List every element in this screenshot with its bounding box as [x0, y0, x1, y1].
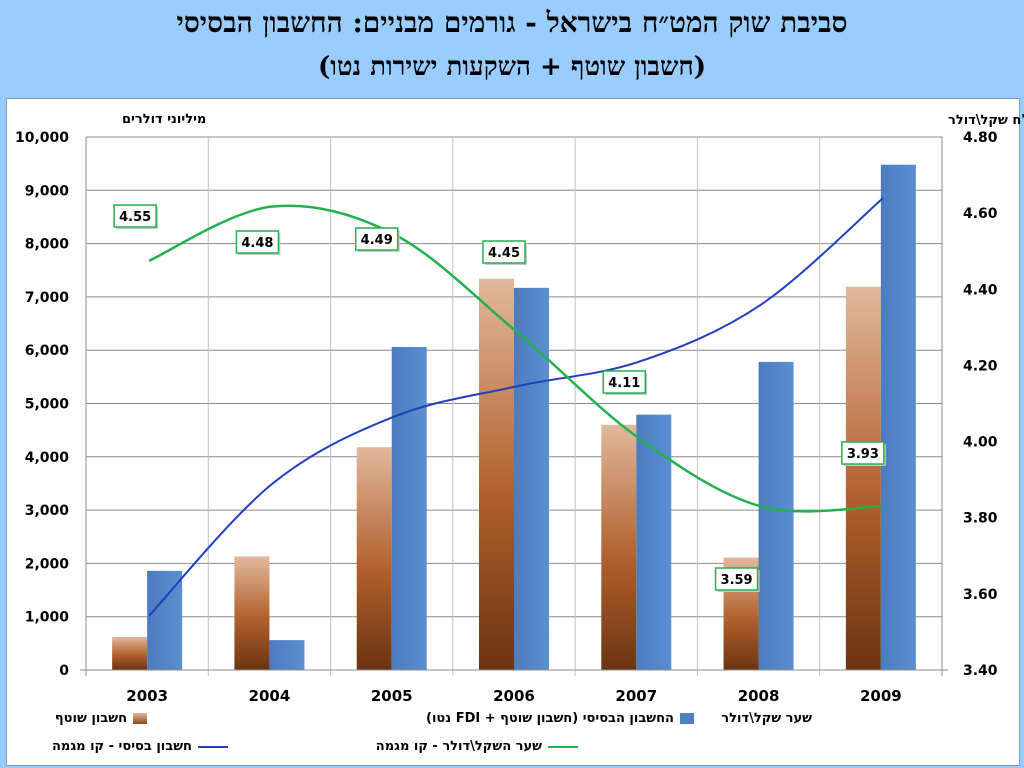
legend-rate-trend: שער השקל\דולר - קו מגמה: [376, 739, 578, 754]
bar-basic-account: [269, 640, 305, 670]
left-tick-label: 2,000: [25, 556, 70, 572]
legend-label: החשבון הבסיסי (חשבון שוטף + FDI נטו): [426, 711, 674, 726]
left-tick-label: 5,000: [25, 397, 70, 413]
rate-label: 4.45: [488, 246, 520, 261]
bar-basic-account: [880, 164, 916, 670]
right-axis-title: שע"ח שקל\דולר: [948, 113, 1024, 128]
x-tick-label: 2005: [371, 687, 413, 705]
rate-label-box: [714, 567, 759, 591]
rate-label-box: [113, 204, 157, 228]
rate-label: 4.48: [241, 236, 273, 251]
bar-current-account: [112, 636, 148, 670]
axes: 0 1,000 2,000 3,000 4,000 5,000 6,000 7,000 8,00…: [15, 130, 998, 705]
right-tick-label: 3.40: [963, 663, 998, 679]
legend-rate: שער שקל\דולר: [721, 711, 812, 726]
x-tick-label: 2009: [860, 687, 902, 705]
legend-label: שער שקל\דולר: [721, 711, 812, 726]
left-tick-label: 8,000: [25, 237, 70, 253]
left-tick-label: 10,000: [15, 130, 69, 146]
legend-label: שער השקל\דולר - קו מגמה: [375, 739, 542, 754]
bar-current-account: [845, 286, 881, 670]
rate-label: 4.49: [361, 233, 393, 248]
right-tick-label: 3.60: [963, 587, 998, 603]
x-tick-label: 2007: [615, 687, 657, 705]
title-line-2: (חשבון שוטף + השקעות ישירות נטו): [317, 52, 707, 82]
basic-account-trendline: [148, 197, 884, 617]
left-axis-title: מיליוני דולרים: [122, 112, 206, 127]
legend-basic-trend: חשבון בסיסי - קו מגמה: [52, 739, 228, 754]
x-tick-label: 2004: [249, 687, 291, 705]
rate-label: 4.55: [119, 210, 151, 225]
left-tick-label: 6,000: [25, 343, 70, 359]
title-line-1: סביבת שוק המט״ח בישראל - גורמים מבניים: …: [176, 6, 848, 39]
legend-swatch-blue: [680, 713, 694, 724]
x-tick-label: 2003: [126, 687, 168, 705]
trend-lines: [148, 197, 884, 617]
left-tick-label: 1,000: [25, 610, 70, 626]
legend-swatch-brown: [133, 713, 147, 724]
x-tick-label: 2006: [493, 687, 535, 705]
rate-label-box: [841, 441, 885, 465]
exchange-rate-trendline: [148, 204, 883, 513]
legend-label: חשבון בסיסי - קו מגמה: [52, 739, 192, 754]
left-tick-label: 3,000: [25, 503, 70, 519]
bar-basic-account: [147, 570, 183, 670]
rate-label: 4.11: [608, 376, 640, 391]
left-tick-label: 0: [59, 663, 69, 679]
bar-basic-account: [514, 287, 549, 670]
rate-label: 3.59: [721, 573, 753, 588]
bar-current-account: [234, 556, 270, 670]
bar-current-account: [356, 447, 392, 670]
left-tick-label: 7,000: [25, 290, 70, 306]
bar-basic-account: [758, 361, 794, 670]
rate-label-box: [482, 240, 526, 264]
rate-label-box: [602, 370, 647, 394]
right-tick-label: 4.00: [963, 435, 998, 451]
rate-label-box: [354, 227, 399, 251]
bars: [112, 164, 916, 670]
rate-label-box: [235, 230, 280, 254]
legend-current-account: חשבון שוטף: [55, 711, 147, 726]
bar-current-account: [601, 424, 637, 670]
rate-label: 3.93: [847, 447, 879, 462]
left-tick-label: 4,000: [25, 450, 70, 466]
right-tick-label: 4.80: [963, 130, 998, 146]
right-tick-label: 4.20: [963, 358, 998, 374]
rate-labels: 4.55 4.48 4.49 4.45 4.11 3.59 3.93: [113, 204, 886, 592]
right-tick-label: 4.40: [963, 282, 998, 298]
bar-basic-account: [636, 414, 672, 670]
legend-swatch-blue-line: [198, 745, 228, 748]
legend-basic-account: החשבון הבסיסי (חשבון שוטף + FDI נטו): [426, 711, 694, 726]
bar-current-account: [479, 278, 514, 670]
legend-label: חשבון שוטף: [54, 711, 127, 726]
right-tick-label: 4.60: [963, 206, 998, 222]
bar-basic-account: [391, 347, 427, 670]
left-tick-label: 9,000: [25, 183, 70, 199]
right-tick-label: 3.80: [963, 511, 998, 527]
legend-swatch-green-line: [548, 745, 578, 748]
x-tick-label: 2008: [738, 687, 780, 705]
